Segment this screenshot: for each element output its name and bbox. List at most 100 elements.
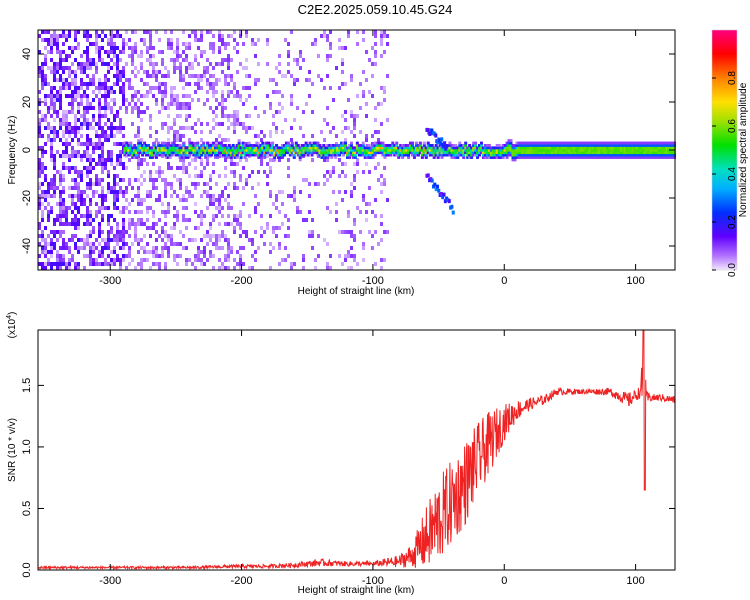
- spectrogram-cell: [50, 242, 53, 246]
- spectrogram-cell: [137, 162, 140, 166]
- spectrogram-cell: [641, 153, 645, 157]
- spectrogram-cell: [631, 151, 635, 155]
- spectrogram-cell: [104, 114, 107, 118]
- spectrogram-cell: [194, 158, 197, 162]
- spectrogram-cell: [86, 58, 89, 62]
- spectrogram-cell: [377, 162, 380, 166]
- spectrogram-cell: [50, 34, 53, 38]
- spectrogram-cell: [161, 50, 164, 54]
- spectrogram-cell: [544, 156, 548, 159]
- spectrogram-cell: [655, 146, 659, 150]
- spectrogram-cell: [275, 110, 278, 114]
- spectrogram-cell: [483, 153, 487, 157]
- spectrogram-cell: [125, 78, 128, 82]
- spectrogram-cell: [140, 118, 143, 122]
- spectrogram-cell: [320, 34, 323, 38]
- spectrogram-cell: [101, 150, 104, 154]
- spectrogram-cell: [140, 38, 143, 42]
- spectrogram-cell: [134, 226, 137, 230]
- spectrogram-cell: [134, 266, 137, 270]
- spectrogram-cell: [369, 148, 373, 152]
- spectrogram-cell: [566, 156, 570, 159]
- spectrogram-cell: [62, 202, 65, 206]
- spectrogram-cell: [533, 148, 537, 152]
- spectrogram-cell: [282, 144, 286, 147]
- spectrogram-cell: [446, 151, 450, 155]
- spectrogram-cell: [180, 146, 184, 150]
- spectrogram-cell: [334, 148, 338, 152]
- spectrogram-cell: [613, 146, 617, 150]
- spectrogram-cell: [625, 146, 629, 150]
- spectrogram-cell: [77, 238, 80, 242]
- spectrogram-cell: [131, 218, 134, 222]
- spectrogram-cell: [350, 266, 353, 270]
- spectrogram-cell: [604, 156, 608, 159]
- spectrogram-cell: [418, 146, 422, 150]
- spectrogram-cell: [218, 210, 221, 214]
- spectrogram-cell: [647, 141, 651, 145]
- spectrogram-cell: [77, 250, 80, 254]
- spectrogram-cell: [38, 122, 41, 126]
- spectrogram-cell: [113, 142, 116, 146]
- spectrogram-cell: [489, 146, 493, 150]
- spectrogram-cell: [113, 166, 116, 170]
- spectrogram-cell: [326, 146, 330, 150]
- spectrogram-cell: [131, 146, 135, 150]
- spectrogram-cell: [89, 246, 92, 250]
- spectrogram-cell: [89, 214, 92, 218]
- spectrogram-cell: [104, 130, 107, 134]
- spectrogram-cell: [68, 194, 71, 198]
- spectrogram-cell: [38, 222, 41, 226]
- spectrogram-cell: [598, 153, 602, 157]
- spectrogram-cell: [341, 46, 344, 50]
- spectrogram-cell: [95, 162, 98, 166]
- spectrogram-cell: [176, 144, 180, 147]
- spectrogram-cell: [541, 148, 545, 152]
- spectrogram-cell: [204, 156, 208, 159]
- spectrogram-cell: [371, 62, 374, 66]
- spectrogram-cell: [568, 156, 572, 159]
- spectrogram-cell: [582, 153, 586, 157]
- spectrogram-cell: [464, 141, 468, 145]
- spectrogram-cell: [239, 262, 242, 266]
- spectrogram-cell: [444, 151, 448, 155]
- spectrogram-cell: [41, 38, 44, 42]
- spectrogram-cell: [651, 153, 655, 157]
- spectrogram-cell: [556, 144, 560, 147]
- spectrogram-cell: [393, 146, 397, 150]
- spectrogram-cell: [600, 156, 604, 159]
- spectrogram-cell: [293, 58, 296, 62]
- spectrogram-cell: [233, 186, 236, 190]
- spectrogram-cell: [41, 82, 44, 86]
- spectrogram-cell: [635, 146, 639, 150]
- spectrogram-cell: [143, 141, 147, 145]
- spectrogram-cell: [190, 141, 194, 145]
- spectrogram-cell: [89, 182, 92, 186]
- spectrogram-cell: [62, 222, 65, 226]
- spectrogram-cell: [627, 151, 631, 155]
- spectrogram-cell: [44, 250, 47, 254]
- spectrogram-cell: [146, 162, 149, 166]
- spectrogram-cell: [86, 210, 89, 214]
- spectrogram-cell: [110, 154, 113, 158]
- spectrogram-cell: [68, 122, 71, 126]
- spectrogram-cell: [621, 151, 625, 155]
- spectrogram-cell: [365, 78, 368, 82]
- spectrogram-cell: [580, 141, 584, 145]
- spectrogram-cell: [336, 148, 340, 152]
- spectrogram-cell: [323, 86, 326, 90]
- spectrogram-cell: [86, 46, 89, 50]
- spectrogram-cell: [537, 141, 541, 145]
- spectrogram-cell: [176, 214, 179, 218]
- spectrogram-cell: [572, 156, 576, 159]
- spectrogram-cell: [131, 186, 134, 190]
- spectrogram-cell: [305, 218, 308, 222]
- spectrogram-cell: [275, 153, 279, 157]
- spectrogram-cell: [317, 74, 320, 78]
- spectrogram-cell: [125, 151, 129, 155]
- spectrogram-cell: [665, 148, 669, 152]
- spectrogram-cell: [128, 250, 131, 254]
- spectrogram-cell: [316, 148, 320, 152]
- spectrogram-cell: [570, 148, 574, 152]
- spectrogram-cell: [501, 156, 505, 159]
